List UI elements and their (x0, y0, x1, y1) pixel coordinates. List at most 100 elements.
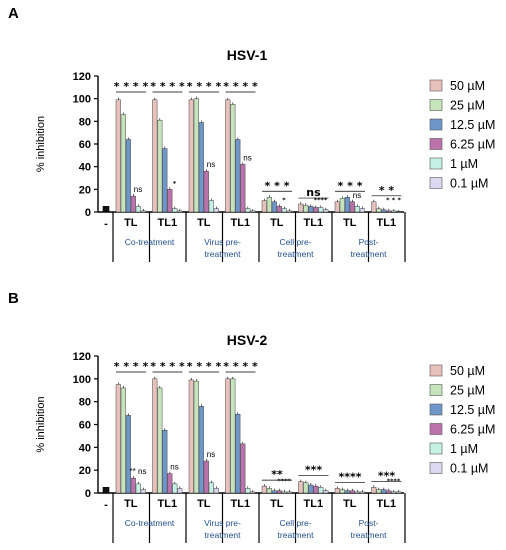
bar-tl-4 (135, 206, 141, 213)
significance-label-small: ns (353, 191, 361, 200)
bar-tl1-1 (230, 104, 236, 213)
chart-title: HSV-1 (227, 47, 268, 63)
bar-tl1-4 (245, 488, 251, 494)
bar-tl1-2 (235, 413, 241, 494)
significance-label-small: * (173, 179, 177, 187)
significance-label: * * * (338, 179, 363, 192)
bar-tl1-2 (162, 429, 168, 494)
bar-tl1-0 (371, 487, 377, 494)
bar-tl1-2 (308, 484, 314, 494)
bar-tl1-5 (250, 491, 256, 494)
bar-tl1-1 (157, 119, 163, 213)
bar-tl-5 (140, 489, 146, 494)
x-tick-label: TL1 (377, 217, 397, 229)
bar-tl-5 (286, 210, 292, 213)
bar-tl-3 (130, 477, 136, 494)
significance-label: * * * (265, 179, 290, 192)
bar-tl-2 (344, 197, 350, 213)
x-tick-label: TL (270, 217, 284, 229)
bar-tl-5 (213, 208, 219, 213)
group-label-line: treatment (278, 530, 315, 540)
legend-label: 0.1 µM (450, 462, 488, 476)
group-label: Post-treatment (351, 237, 388, 259)
legend-swatch (429, 157, 443, 170)
legend-swatch (429, 403, 443, 416)
chart-panel-B: B HSV-2 0 20 40 60 80 100 120 % inhibition - TL * * … (8, 290, 495, 543)
x-tick-label: TL1 (304, 217, 324, 229)
bar-tl1-5 (323, 490, 329, 494)
significance-label: * * * * (223, 360, 258, 373)
bar-tl-1 (266, 488, 272, 494)
legend-label: 50 µM (450, 364, 485, 378)
bar-tl-3 (203, 460, 209, 494)
control-bar (102, 486, 110, 494)
bar-tl-0 (334, 201, 340, 213)
bar-tl1-3 (386, 210, 392, 213)
group-label-line: Virus pre- (204, 518, 241, 528)
group-label: Co-treatment (125, 518, 175, 528)
significance-label: * * * * (187, 360, 222, 373)
legend-label: 1 µM (450, 442, 478, 456)
bar-tl1-2 (162, 148, 168, 213)
legend-label: 1 µM (450, 157, 478, 171)
group-label-line: Cell pre- (279, 518, 311, 528)
bar-tl-3 (276, 206, 282, 213)
significance-label-small: **** (277, 477, 291, 485)
significance-label: * * * * (114, 360, 149, 373)
y-tick-label: 0 (85, 488, 91, 500)
bar-tl1-4 (318, 207, 324, 213)
y-tick-label: 120 (73, 351, 91, 363)
bar-tl1-3 (313, 485, 319, 494)
group-label-line: Post- (359, 518, 379, 528)
group-label-line: treatment (205, 530, 242, 540)
bar-tl-0 (334, 488, 340, 494)
bar-tl1-4 (172, 208, 178, 213)
bar-tl1-2 (235, 139, 241, 213)
bar-tl1-5 (323, 209, 329, 213)
significance-label-small: ns (207, 160, 215, 169)
bar-tl-3 (276, 490, 282, 494)
y-tick-label: 20 (79, 465, 91, 477)
x-tick-label: TL1 (231, 498, 251, 510)
bar-tl1-4 (391, 210, 397, 213)
bar-tl1-2 (381, 489, 387, 494)
bar-tl1-0 (298, 481, 304, 494)
bar-tl1-1 (303, 204, 309, 213)
bar-tl-1 (266, 197, 272, 213)
group-label-line: Co-treatment (125, 518, 175, 528)
legend-swatch (429, 99, 443, 111)
bar-tl-1 (193, 98, 199, 213)
bar-tl1-3 (240, 164, 246, 213)
bar-tl1-1 (376, 489, 382, 494)
significance-label: **** (338, 470, 361, 483)
x-tick-label: TL (270, 498, 284, 510)
group-label-line: treatment (351, 249, 388, 259)
bar-tl1-0 (371, 201, 377, 213)
bar-tl1-3 (167, 189, 173, 213)
y-tick-label: 100 (73, 374, 91, 386)
group-label-line: Virus pre- (204, 237, 241, 247)
x-tick-label: TL (197, 498, 211, 510)
y-tick-label: 0 (85, 207, 91, 219)
legend-swatch (429, 442, 443, 455)
bar-tl1-0 (152, 99, 158, 213)
y-axis-title: % inhibition (35, 396, 47, 452)
y-tick-label: 40 (79, 442, 91, 454)
legend-swatch (429, 423, 443, 435)
bar-tl-5 (286, 491, 292, 494)
bar-tl1-0 (298, 203, 304, 213)
bar-tl-5 (140, 210, 146, 213)
significance-label-small: ns (134, 185, 142, 194)
x-tick-label: TL (124, 498, 138, 510)
bar-tl-0 (261, 485, 267, 494)
y-tick-label: 120 (73, 71, 91, 83)
legend-label: 12.5 µM (450, 118, 495, 132)
y-tick-label: 40 (79, 162, 91, 174)
group-label-line: Cell pre- (279, 237, 311, 247)
significance-label-small: ns (170, 463, 178, 472)
x-tick-label: TL1 (377, 498, 397, 510)
bar-tl-2 (125, 139, 131, 213)
bar-tl-2 (271, 201, 277, 213)
x-tick-label: TL (197, 217, 211, 229)
x-tick-label: TL1 (304, 498, 324, 510)
